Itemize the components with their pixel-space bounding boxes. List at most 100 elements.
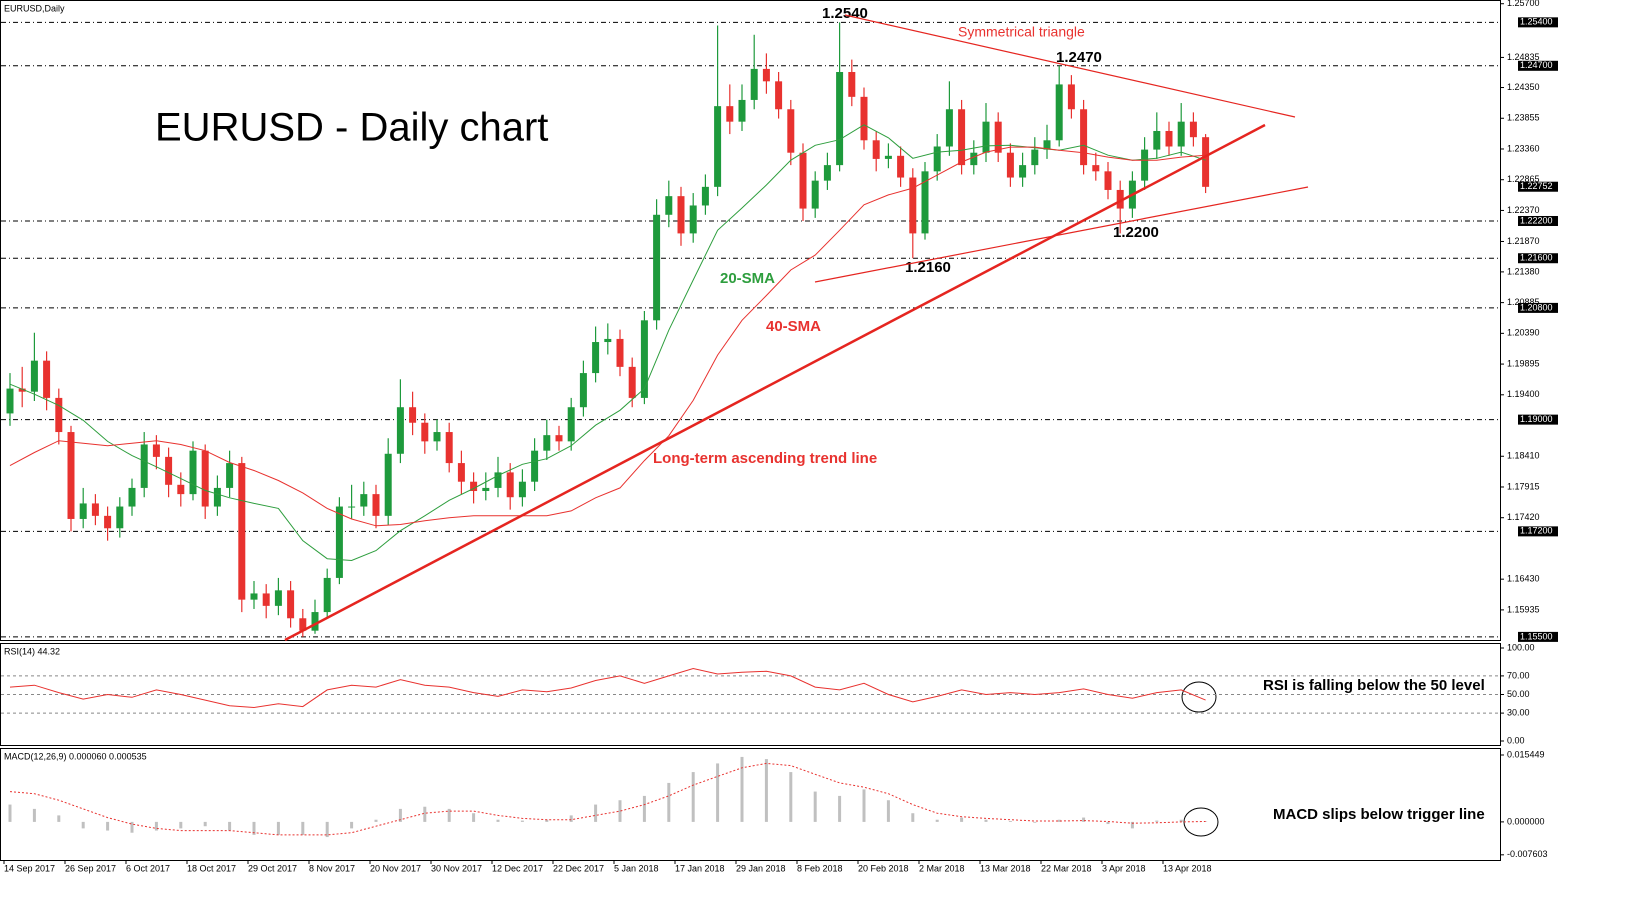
x-tick-label: 6 Oct 2017 xyxy=(126,863,170,873)
candle-body xyxy=(201,450,209,507)
candle-body xyxy=(348,506,356,508)
candle-body xyxy=(372,494,380,516)
candle-body xyxy=(1177,121,1185,147)
y-tick-label: 1.16430 xyxy=(1507,574,1540,584)
triangle-lower xyxy=(814,186,1309,283)
candle-body xyxy=(445,432,453,464)
candle-body xyxy=(555,435,563,442)
candle-body xyxy=(238,463,246,600)
macd-bar xyxy=(276,821,280,835)
x-tick-label: 29 Jan 2018 xyxy=(736,863,786,873)
macd-bar xyxy=(398,808,402,822)
candle-body xyxy=(226,463,234,488)
candle-body xyxy=(1080,109,1088,166)
candle-body xyxy=(1116,189,1124,209)
series-label: 20-SMA xyxy=(720,270,775,287)
macd-bar xyxy=(350,821,354,829)
macd-bar xyxy=(642,795,646,822)
y-tick-label: 1.23855 xyxy=(1507,113,1540,123)
y-tick-label: 0.015449 xyxy=(1507,749,1545,759)
annotation: Symmetrical triangle xyxy=(958,24,1085,40)
candle-body xyxy=(811,180,819,209)
level-label: 1.22200 xyxy=(1520,215,1553,225)
candle-body xyxy=(1104,171,1112,190)
x-tick-label: 8 Nov 2017 xyxy=(309,863,355,873)
level-tag xyxy=(1518,60,1558,71)
candle-body xyxy=(128,487,136,507)
annotation: Long-term ascending trend line xyxy=(653,450,877,467)
current-price: 1.22752 xyxy=(1520,181,1553,191)
candle-body xyxy=(665,196,673,215)
level-tag xyxy=(1518,253,1558,264)
candle-body xyxy=(762,68,770,82)
candle-body xyxy=(470,481,478,492)
candle-body xyxy=(91,503,99,516)
macd-bar xyxy=(886,800,890,822)
macd-bar xyxy=(252,821,256,835)
x-tick-label: 26 Sep 2017 xyxy=(65,863,116,873)
candle-body xyxy=(897,155,905,178)
candle-body xyxy=(1141,149,1149,181)
macd-bar xyxy=(838,795,842,822)
candle-body xyxy=(677,196,685,234)
candle-body xyxy=(1031,149,1039,166)
candle-body xyxy=(299,618,307,631)
level-tag xyxy=(1518,526,1558,537)
annotation: 1.2160 xyxy=(905,259,951,276)
candle-body xyxy=(152,444,160,457)
candle-body xyxy=(933,146,941,172)
macd-bar xyxy=(716,763,720,822)
macd-bar xyxy=(594,804,598,822)
y-tick-label: 1.15935 xyxy=(1507,604,1540,614)
candle-body xyxy=(335,506,343,578)
macd-bar xyxy=(472,813,476,822)
candle-body xyxy=(970,152,978,166)
candle-body xyxy=(250,593,258,600)
macd-bar xyxy=(496,819,500,822)
macd-bar xyxy=(423,806,427,822)
macd-bar xyxy=(1130,821,1134,829)
signal-line xyxy=(9,762,1206,836)
macd-annotation: MACD slips below trigger line xyxy=(1273,806,1485,823)
x-tick-label: 2 Mar 2018 xyxy=(919,863,965,873)
candle-body xyxy=(311,612,319,631)
candle-body xyxy=(616,338,624,367)
level-tag xyxy=(1518,302,1558,313)
candle-body xyxy=(1092,165,1100,172)
macd-bar xyxy=(130,821,134,833)
rsi-line xyxy=(9,667,1206,709)
macd-bar xyxy=(960,817,964,822)
ascending-trend-line xyxy=(284,123,1266,642)
macd-bar xyxy=(911,813,915,822)
x-tick-label: 5 Jan 2018 xyxy=(614,863,659,873)
macd-bar xyxy=(813,791,817,822)
candle-body xyxy=(836,72,844,166)
x-tick-label: 14 Sep 2017 xyxy=(4,863,55,873)
macd-bar xyxy=(179,821,183,829)
candle-body xyxy=(213,487,221,507)
candle-body xyxy=(457,463,465,482)
y-tick-label: 0.000000 xyxy=(1507,816,1545,826)
candle-body xyxy=(787,109,795,153)
candle-body xyxy=(579,373,587,408)
y-tick-label: 1.24350 xyxy=(1507,82,1540,92)
rsi-header: RSI(14) 44.32 xyxy=(4,646,60,656)
macd-bar xyxy=(203,821,207,827)
candle-body xyxy=(982,121,990,153)
candle-body xyxy=(79,503,87,519)
price-panel xyxy=(0,0,1501,641)
candle-body xyxy=(177,484,185,495)
candle-body xyxy=(43,360,51,398)
candle-body xyxy=(531,450,539,482)
y-tick-label: 1.23360 xyxy=(1507,143,1540,153)
macd-bar xyxy=(1057,819,1061,822)
candle-body xyxy=(384,453,392,516)
candle-body xyxy=(274,590,282,606)
candle-body xyxy=(6,388,14,414)
y-tick-label: 100.00 xyxy=(1507,642,1535,652)
y-tick-label: 1.21870 xyxy=(1507,236,1540,246)
x-tick-label: 12 Dec 2017 xyxy=(492,863,543,873)
macd-bar xyxy=(447,808,451,822)
candle-body xyxy=(592,342,600,374)
sma-line xyxy=(9,124,1206,562)
